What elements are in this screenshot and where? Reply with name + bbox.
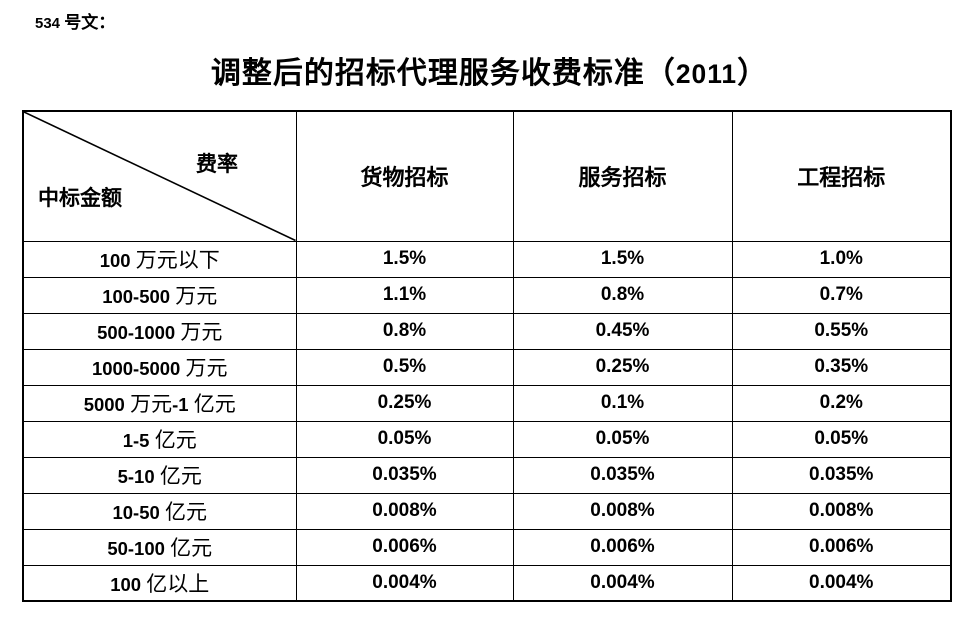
- row-label: 100-500 万元: [22, 276, 297, 314]
- row-label: 100 亿以上: [22, 564, 297, 602]
- fee-value: 0.55%: [731, 312, 952, 350]
- fee-value: 0.004%: [512, 564, 733, 602]
- row-label: 5000 万元-1 亿元: [22, 384, 297, 422]
- fee-value: 0.035%: [295, 456, 514, 494]
- fee-value: 1.5%: [295, 240, 514, 278]
- fee-value: 0.1%: [512, 384, 733, 422]
- table-row: 10-50 亿元 0.008% 0.008% 0.008%: [22, 492, 952, 530]
- document-number-label: 534 号文：: [35, 13, 116, 32]
- fee-value: 0.006%: [731, 528, 952, 566]
- numeric-run: 534: [35, 15, 60, 32]
- diagonal-corner-cell: 费率 中标金额: [22, 110, 297, 242]
- table-row: 500-1000 万元 0.8% 0.45% 0.55%: [22, 312, 952, 350]
- fee-value: 1.5%: [512, 240, 733, 278]
- row-label: 1000-5000 万元: [22, 348, 297, 386]
- fee-value: 0.5%: [295, 348, 514, 386]
- table-row: 100 万元以下 1.5% 1.5% 1.0%: [22, 240, 952, 278]
- table-header-row: 费率 中标金额 货物招标 服务招标 工程招标: [22, 110, 952, 242]
- numeric-run: 1000-5000: [91, 358, 181, 379]
- table-row: 1-5 亿元 0.05% 0.05% 0.05%: [22, 420, 952, 458]
- numeric-run: 100: [99, 250, 131, 271]
- table-row: 1000-5000 万元 0.5% 0.25% 0.35%: [22, 348, 952, 386]
- numeric-run: 100-500: [102, 286, 171, 307]
- numeric-run: 2011: [675, 59, 738, 89]
- row-label: 500-1000 万元: [22, 312, 297, 350]
- fee-value: 0.8%: [295, 312, 514, 350]
- numeric-run: 10-50: [112, 502, 160, 523]
- fee-value: 0.008%: [731, 492, 952, 530]
- row-label: 5-10 亿元: [22, 456, 297, 494]
- table-row: 100-500 万元 1.1% 0.8% 0.7%: [22, 276, 952, 314]
- fee-value: 0.008%: [512, 492, 733, 530]
- table-row: 5-10 亿元 0.035% 0.035% 0.035%: [22, 456, 952, 494]
- numeric-run: 5-10: [117, 466, 155, 487]
- fee-value: 0.7%: [731, 276, 952, 314]
- corner-label-amount: 中标金额: [38, 186, 122, 210]
- numeric-run: 100: [110, 573, 142, 595]
- fee-value: 0.05%: [512, 420, 733, 458]
- fee-value: 0.035%: [512, 456, 733, 494]
- column-header-engineering-tender: 工程招标: [731, 110, 952, 242]
- diagonal-divider-line: [24, 112, 296, 241]
- corner-label-rate: 费率: [196, 152, 238, 176]
- numeric-run: -1: [172, 394, 189, 415]
- fee-value: 0.25%: [512, 348, 733, 386]
- fee-value: 0.45%: [512, 312, 733, 350]
- table-row: 5000 万元-1 亿元 0.25% 0.1% 0.2%: [22, 384, 952, 422]
- column-header-service-tender: 服务招标: [512, 110, 733, 242]
- page-title: 调整后的招标代理服务收费标准（2011）: [210, 57, 769, 90]
- fee-value: 0.35%: [731, 348, 952, 386]
- fee-value: 0.004%: [295, 564, 514, 602]
- fee-value: 0.004%: [731, 564, 952, 602]
- table-row: 100 亿以上 0.004% 0.004% 0.004%: [22, 564, 952, 602]
- row-label: 1-5 亿元: [22, 420, 297, 458]
- fee-value: 0.006%: [295, 528, 514, 566]
- row-label: 10-50 亿元: [22, 492, 297, 530]
- fee-value: 0.05%: [731, 420, 952, 458]
- numeric-run: 500-1000: [97, 322, 176, 343]
- fee-value: 0.05%: [295, 420, 514, 458]
- numeric-run: 50-100: [107, 538, 165, 559]
- numeric-run: 1-5: [122, 430, 150, 451]
- column-header-goods-tender: 货物招标: [295, 110, 514, 242]
- table-row: 50-100 亿元 0.006% 0.006% 0.006%: [22, 528, 952, 566]
- fee-value: 0.8%: [512, 276, 733, 314]
- fee-rate-table: 费率 中标金额 货物招标 服务招标 工程招标 100 万元以下 1.5% 1.5…: [22, 110, 952, 602]
- fee-value: 1.0%: [731, 240, 952, 278]
- row-label: 100 万元以下: [22, 240, 297, 278]
- fee-value: 1.1%: [295, 276, 514, 314]
- numeric-run: 5000: [83, 394, 125, 415]
- fee-value: 0.006%: [512, 528, 733, 566]
- fee-value: 0.035%: [731, 456, 952, 494]
- fee-value: 0.25%: [295, 384, 514, 422]
- fee-value: 0.008%: [295, 492, 514, 530]
- fee-value: 0.2%: [731, 384, 952, 422]
- row-label: 50-100 亿元: [22, 528, 297, 566]
